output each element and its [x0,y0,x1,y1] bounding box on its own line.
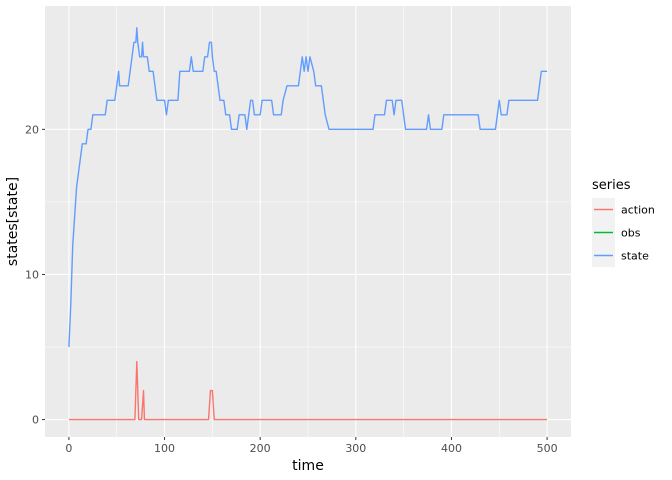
y-axis-title: states[state] [5,177,21,266]
y-tick-labels: 0 10 20 [25,123,39,426]
series-line-action [68,360,548,421]
y-tick-label: 20 [25,123,39,136]
x-tick-label: 200 [250,442,271,455]
series-line-state [68,27,548,348]
legend-label-action: action [621,204,655,217]
x-tick-label: 0 [65,442,72,455]
x-tick-label: 300 [345,442,366,455]
legend: series action obs state [592,178,655,267]
legend-label-obs: obs [621,227,641,240]
legend-label-state: state [621,250,649,263]
y-tick-label: 0 [32,414,39,427]
legend-title: series [592,178,631,193]
x-tick-label: 500 [537,442,558,455]
x-tick-label: 100 [154,442,175,455]
y-tick-label: 10 [25,268,39,281]
x-tick-labels: 0 100 200 300 400 500 [65,442,557,455]
minor-gridlines [45,6,571,437]
series-lines [68,27,548,421]
legend-items: action obs state [592,198,655,267]
axis-ticks [42,128,548,440]
x-axis-title: time [292,458,324,474]
x-tick-label: 400 [441,442,462,455]
